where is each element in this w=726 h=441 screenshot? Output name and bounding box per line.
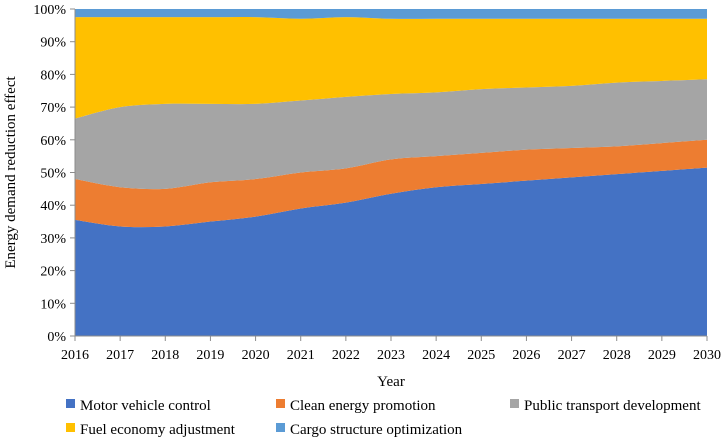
legend-label: Motor vehicle control <box>80 398 211 414</box>
legend-swatch <box>66 423 75 432</box>
legend-label: Public transport development <box>524 398 701 414</box>
legend-swatch <box>510 399 519 408</box>
y-axis-title: Energy demand reduction effect <box>3 76 19 269</box>
x-tick-label: 2016 <box>61 348 89 363</box>
area-fuel-economy-adjustment <box>75 17 707 119</box>
x-tick-label: 2019 <box>196 348 224 363</box>
y-tick-label: 100% <box>33 3 66 18</box>
x-tick-label: 2020 <box>242 348 270 363</box>
y-tick-label: 30% <box>40 232 66 247</box>
y-tick-label: 70% <box>40 101 66 116</box>
x-tick-label: 2023 <box>377 348 405 363</box>
legend-label: Clean energy promotion <box>290 398 436 414</box>
x-tick-label: 2021 <box>287 348 315 363</box>
area-cargo-structure-optimization <box>75 9 707 19</box>
legend-swatch <box>66 399 75 408</box>
x-tick-label: 2029 <box>648 348 676 363</box>
x-tick-label: 2024 <box>422 348 450 363</box>
x-tick-label: 2026 <box>512 348 540 363</box>
y-tick-label: 50% <box>40 167 66 182</box>
legend: Motor vehicle control Clean energy promot… <box>66 398 701 438</box>
x-tick-label: 2018 <box>151 348 179 363</box>
y-tick-label: 0% <box>47 330 66 345</box>
area-motor-vehicle-control <box>75 167 707 336</box>
x-tick-label: 2022 <box>332 348 360 363</box>
y-tick-label: 20% <box>40 265 66 280</box>
x-tick-label: 2028 <box>603 348 631 363</box>
area-public-transport-development <box>75 79 707 190</box>
x-axis-title: Year <box>377 374 405 390</box>
area-series-group <box>75 9 707 336</box>
x-tick-label: 2025 <box>467 348 495 363</box>
legend-swatch <box>276 399 285 408</box>
y-tick-label: 80% <box>40 68 66 83</box>
y-tick-label: 10% <box>40 297 66 312</box>
y-tick-label: 60% <box>40 134 66 149</box>
legend-swatch <box>276 423 285 432</box>
area-clean-energy-promotion <box>75 139 707 228</box>
y-tick-label: 90% <box>40 36 66 51</box>
y-tick-label: 40% <box>40 199 66 214</box>
x-tick-label: 2027 <box>558 348 586 363</box>
legend-label: Cargo structure optimization <box>290 422 463 438</box>
legend-label: Fuel economy adjustment <box>80 422 236 438</box>
x-tick-label: 2017 <box>106 348 134 363</box>
axes-group: 0% 10% 20% 30% 40% 50% 60% 70% 80% 90% 100% 2016 201… <box>33 3 721 363</box>
x-tick-label: 2030 <box>693 348 721 363</box>
